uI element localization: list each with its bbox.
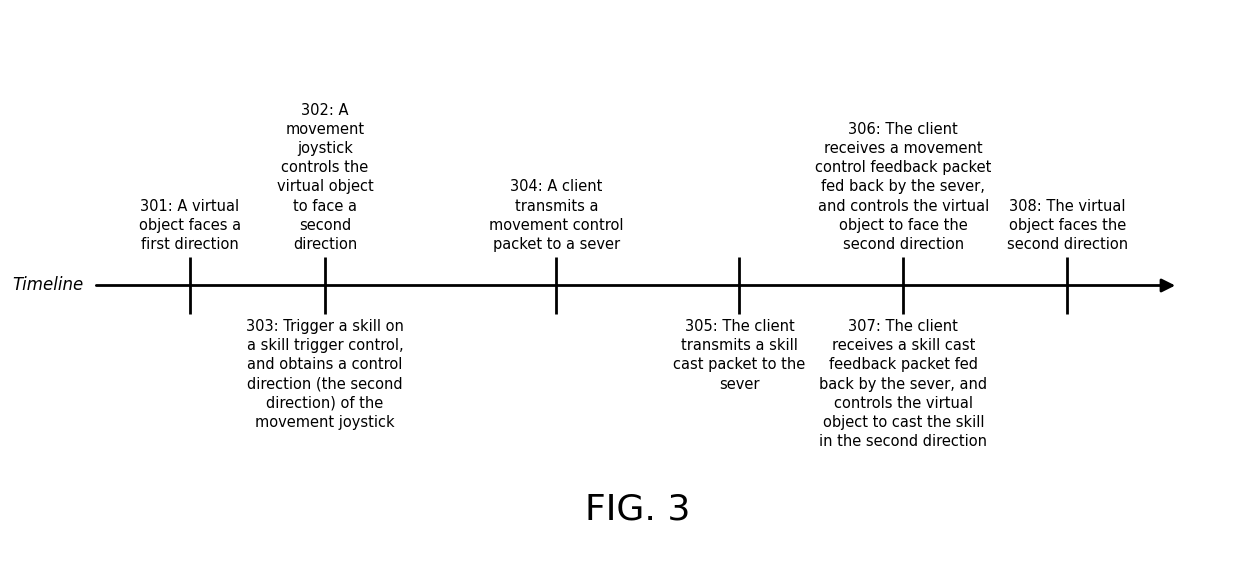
Text: 303: Trigger a skill on
a skill trigger control,
and obtains a control
direction: 303: Trigger a skill on a skill trigger … <box>246 319 404 430</box>
Text: 301: A virtual
object faces a
first direction: 301: A virtual object faces a first dire… <box>139 199 241 252</box>
Text: 304: A client
transmits a
movement control
packet to a sever: 304: A client transmits a movement contr… <box>489 179 624 252</box>
Text: FIG. 3: FIG. 3 <box>585 493 691 526</box>
Text: 308: The virtual
object faces the
second direction: 308: The virtual object faces the second… <box>1007 199 1127 252</box>
Text: Timeline: Timeline <box>12 276 84 295</box>
Text: 302: A
movement
joystick
controls the
virtual object
to face a
second
direction: 302: A movement joystick controls the vi… <box>277 103 373 252</box>
Text: 307: The client
receives a skill cast
feedback packet fed
back by the sever, and: 307: The client receives a skill cast fe… <box>820 319 987 449</box>
Text: 306: The client
receives a movement
control feedback packet
fed back by the seve: 306: The client receives a movement cont… <box>815 122 992 252</box>
Text: 305: The client
transmits a skill
cast packet to the
sever: 305: The client transmits a skill cast p… <box>673 319 806 392</box>
